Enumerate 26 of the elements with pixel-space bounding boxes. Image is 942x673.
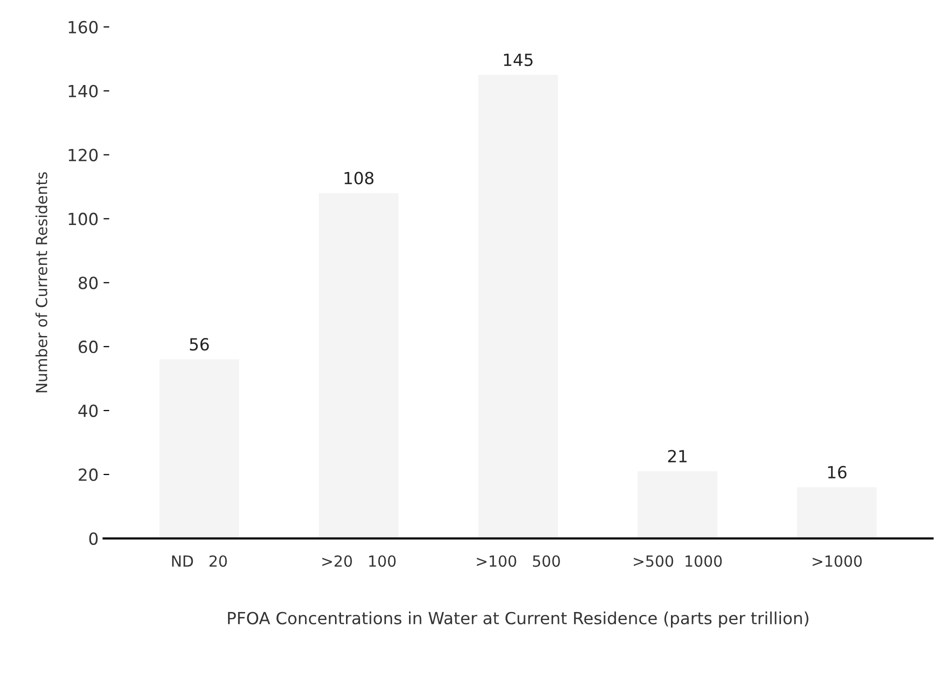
y-axis-title: Number of Current Residents [35, 172, 48, 392]
y-tick-label: 100 [68, 212, 98, 226]
data-label: 56 [190, 338, 209, 351]
y-tick-label: 20 [78, 468, 98, 482]
y-tick-label: 0 [89, 532, 98, 545]
x-tick-label: >100 500 [476, 555, 560, 567]
x-tick-label: ND 20 [172, 555, 227, 567]
y-tick-label: 140 [68, 84, 98, 98]
y-tick-label: 80 [78, 276, 98, 290]
data-label: 16 [828, 466, 846, 478]
data-label: 108 [344, 172, 374, 184]
bar [478, 74, 558, 538]
y-tick-label: 120 [68, 148, 98, 162]
bar [797, 487, 877, 538]
x-tick-label: >500 1000 [634, 555, 722, 567]
x-tick-label: >20 100 [322, 555, 396, 567]
y-tick-label: 40 [78, 404, 98, 418]
y-tick-label: 60 [78, 340, 98, 354]
bar [318, 193, 399, 538]
x-axis-title: PFOA Concentrations in Water at Current Residence (parts per trillion) [228, 612, 808, 628]
data-label: 21 [668, 450, 687, 462]
bar [159, 359, 240, 538]
data-label: 145 [504, 54, 533, 66]
y-tick-label: 160 [68, 20, 98, 34]
x-tick-label: >1000 [812, 555, 862, 567]
bar [638, 471, 718, 538]
